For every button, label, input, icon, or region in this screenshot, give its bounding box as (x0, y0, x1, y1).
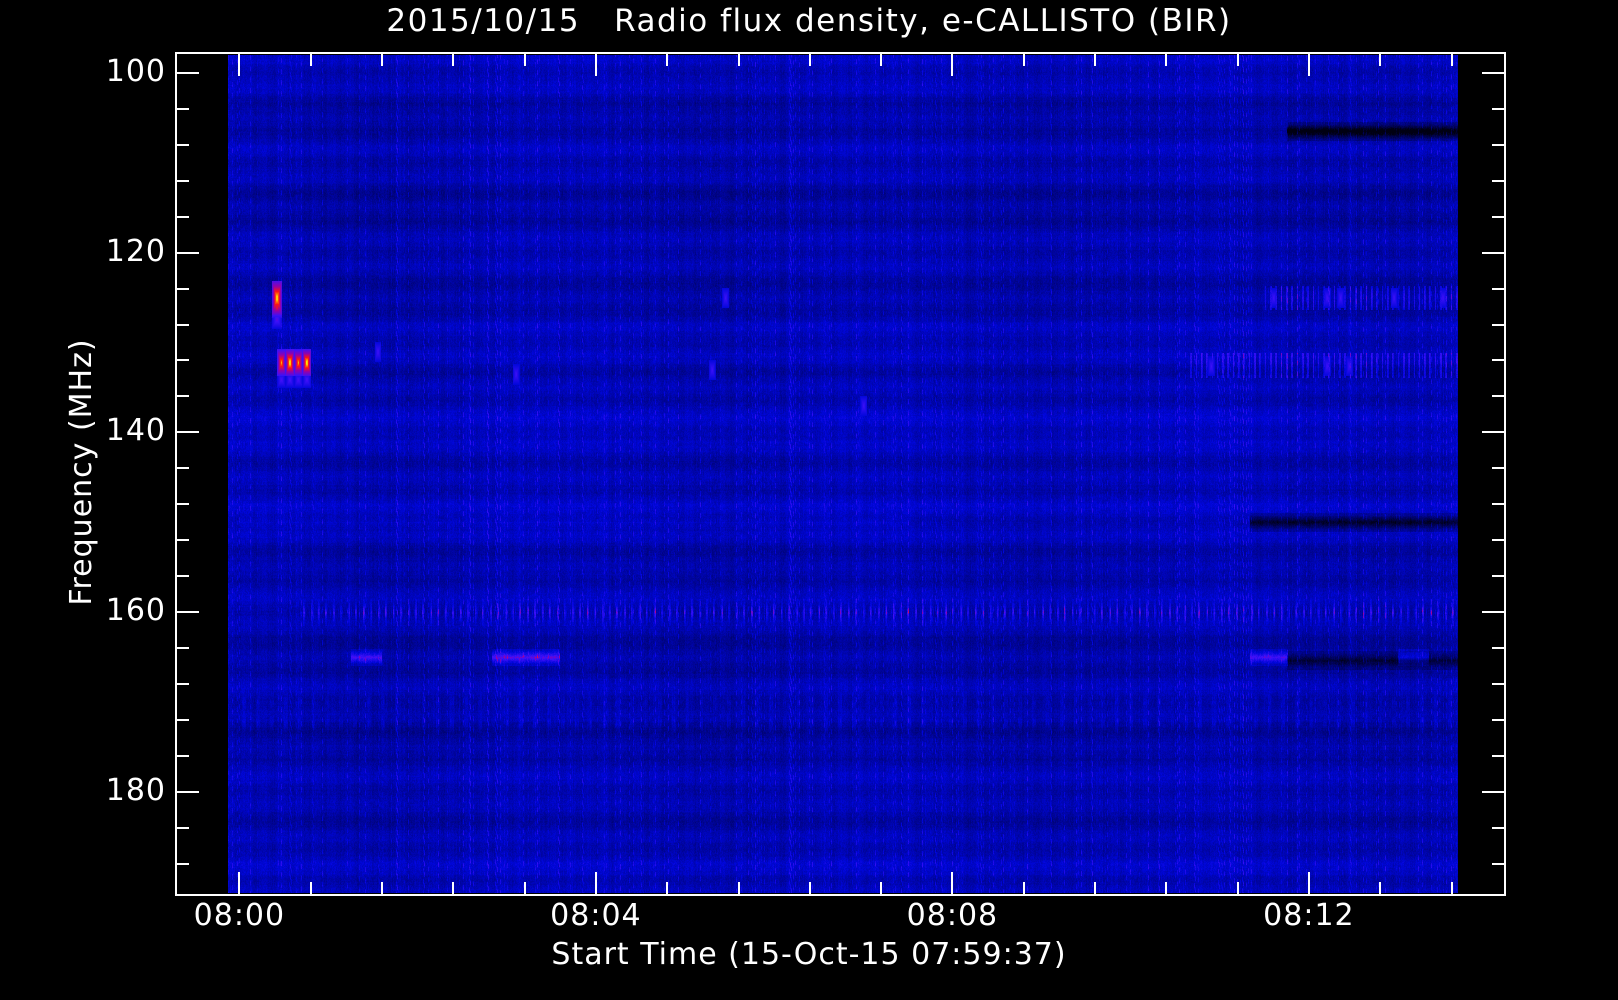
x-tick-minor-2.4 (452, 882, 455, 896)
y-tick-right-minor-104 (1492, 107, 1506, 110)
y-tick-minor-188 (175, 862, 189, 865)
y-tick-minor-136 (175, 395, 189, 398)
x-tick-minor-13.6 (1450, 882, 1453, 896)
x-tick-minor-5.6 (737, 882, 740, 896)
x-tick-top-minor-13.6 (1450, 52, 1453, 66)
y-tick-minor-176 (175, 754, 189, 757)
y-tick-major-100 (175, 71, 199, 74)
x-tick-minor-1.6 (380, 882, 383, 896)
y-tick-right-minor-172 (1492, 718, 1506, 721)
y-tick-right-minor-112 (1492, 179, 1506, 182)
x-tick-top-minor-0.8 (309, 52, 312, 66)
y-tick-minor-104 (175, 107, 189, 110)
x-axis-title: Start Time (15-Oct-15 07:59:37) (551, 937, 1067, 972)
y-tick-minor-168 (175, 682, 189, 685)
y-tick-minor-164 (175, 646, 189, 649)
x-tick-top-major-0 (238, 52, 241, 76)
x-tick-label-0800: 08:00 (193, 898, 286, 933)
x-tick-top-major-4 (594, 52, 597, 76)
y-tick-right-minor-116 (1492, 215, 1506, 218)
y-tick-right-minor-144 (1492, 467, 1506, 470)
y-tick-label-120: 120 (105, 233, 166, 269)
y-tick-right-minor-128 (1492, 323, 1506, 326)
y-tick-label-140: 140 (105, 413, 166, 449)
y-tick-right-major-140 (1482, 431, 1506, 434)
x-tick-label-0812: 08:12 (1263, 898, 1355, 933)
y-tick-major-120 (175, 251, 199, 254)
y-tick-right-minor-168 (1492, 682, 1506, 685)
x-tick-minor-8.8 (1022, 882, 1025, 896)
x-tick-top-minor-8.8 (1022, 52, 1025, 66)
x-tick-top-minor-6.4 (808, 52, 811, 66)
y-tick-minor-152 (175, 539, 189, 542)
y-tick-minor-112 (175, 179, 189, 182)
x-tick-top-minor-9.6 (1094, 52, 1096, 66)
y-tick-right-minor-164 (1492, 646, 1506, 649)
x-tick-minor-4.8 (666, 882, 669, 896)
y-tick-right-minor-156 (1492, 575, 1506, 578)
y-tick-right-minor-188 (1492, 862, 1506, 865)
y-tick-minor-124 (175, 287, 189, 290)
x-tick-minor-6.4 (808, 882, 811, 896)
y-tick-right-minor-176 (1492, 754, 1506, 757)
y-tick-label-180: 180 (105, 772, 166, 808)
y-tick-minor-184 (175, 826, 189, 829)
x-tick-minor-11.2 (1236, 882, 1239, 896)
y-tick-right-major-180 (1482, 790, 1506, 793)
y-tick-minor-132 (175, 359, 189, 362)
x-tick-top-minor-10.4 (1165, 52, 1168, 66)
y-tick-right-major-100 (1482, 71, 1506, 74)
y-tick-right-minor-124 (1492, 287, 1506, 290)
y-tick-label-100: 100 (105, 53, 166, 89)
plot-frame (175, 52, 1506, 896)
y-tick-minor-108 (175, 143, 189, 146)
y-tick-right-minor-108 (1492, 143, 1506, 146)
x-tick-label-0804: 08:04 (550, 898, 642, 933)
x-tick-major-0 (238, 872, 241, 896)
y-tick-right-minor-184 (1492, 826, 1506, 829)
y-tick-minor-172 (175, 718, 189, 721)
y-tick-minor-148 (175, 503, 189, 506)
x-tick-top-minor-5.6 (737, 52, 740, 66)
x-tick-major-12 (1307, 872, 1310, 896)
spectrogram-image (228, 55, 1458, 893)
x-tick-minor-3.2 (523, 882, 526, 896)
x-tick-minor-10.4 (1165, 882, 1168, 896)
y-tick-minor-156 (175, 575, 189, 578)
y-tick-right-major-160 (1482, 611, 1506, 613)
y-tick-minor-144 (175, 467, 189, 470)
x-tick-minor-7.2 (880, 882, 883, 896)
x-tick-top-minor-2.4 (452, 52, 455, 66)
x-tick-minor-0.8 (309, 882, 312, 896)
x-tick-top-minor-7.2 (880, 52, 883, 66)
y-tick-minor-116 (175, 215, 189, 218)
x-tick-minor-12.8 (1379, 882, 1382, 896)
y-tick-right-minor-148 (1492, 503, 1506, 506)
y-tick-major-180 (175, 790, 199, 793)
x-tick-top-major-12 (1307, 52, 1310, 76)
x-tick-top-major-8 (951, 52, 954, 76)
y-tick-minor-128 (175, 323, 189, 326)
y-tick-major-140 (175, 431, 199, 434)
x-tick-label-0808: 08:08 (906, 898, 999, 933)
page-title: 2015/10/15 Radio flux density, e-CALLIST… (386, 3, 1232, 39)
y-tick-label-160: 160 (105, 593, 166, 628)
x-tick-top-minor-4.8 (666, 52, 669, 66)
x-tick-top-minor-1.6 (380, 52, 383, 66)
x-tick-top-minor-11.2 (1236, 52, 1239, 66)
y-tick-right-major-120 (1482, 251, 1506, 254)
x-tick-minor-9.6 (1094, 882, 1096, 896)
y-tick-right-minor-136 (1492, 395, 1506, 398)
y-tick-major-160 (175, 611, 199, 613)
y-tick-right-minor-132 (1492, 359, 1506, 362)
x-tick-top-minor-3.2 (523, 52, 526, 66)
x-tick-major-8 (951, 872, 954, 896)
x-tick-major-4 (594, 872, 597, 896)
y-tick-right-minor-152 (1492, 539, 1506, 542)
y-axis-title: Frequency (MHz) (64, 338, 99, 606)
x-tick-top-minor-12.8 (1379, 52, 1382, 66)
